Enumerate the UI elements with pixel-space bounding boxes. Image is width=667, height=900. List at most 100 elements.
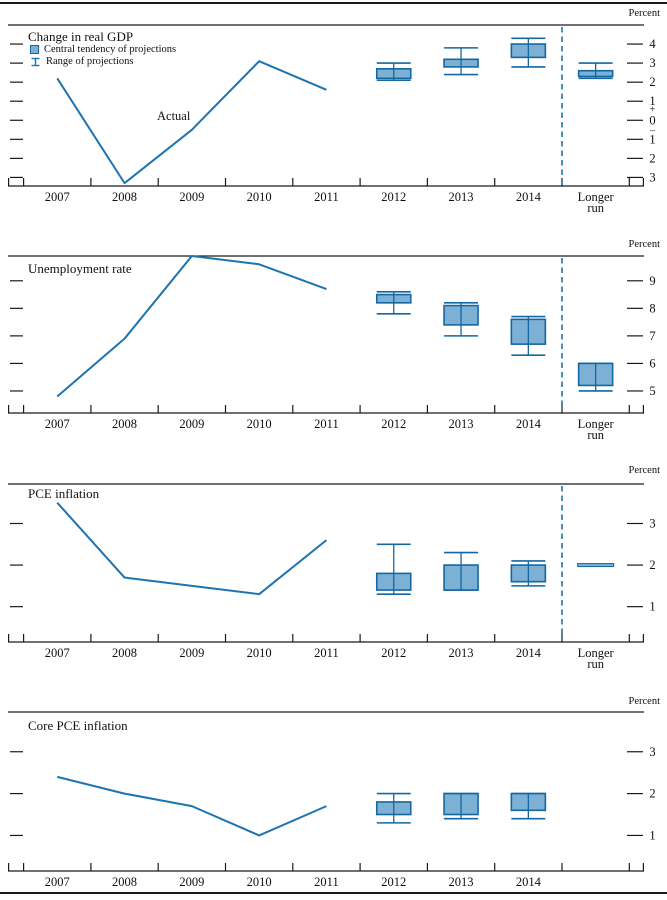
percent-label-unemployment: Percent	[628, 239, 661, 250]
x-year-label: 2012	[381, 190, 406, 204]
x-year-label: 2008	[112, 875, 137, 889]
y-tick-label: 3	[649, 517, 655, 531]
range-whisker-icon	[31, 57, 40, 66]
actual-line	[56, 255, 327, 398]
x-year-label: 2008	[112, 190, 137, 204]
x-year-label: 2012	[381, 875, 406, 889]
longer-run-label-line2: run	[587, 428, 604, 442]
panel-title-unemployment-rate: Unemployment rate	[28, 261, 132, 276]
y-tick-label: 5	[649, 384, 655, 398]
legend-range-label: Range of projections	[46, 56, 134, 67]
y-tick-label: 7	[649, 329, 655, 343]
minus-sign-mark: _	[649, 121, 656, 132]
y-tick-label: 6	[649, 356, 655, 370]
x-year-label: 2013	[449, 190, 474, 204]
x-year-label: 2014	[516, 875, 542, 889]
legend-item-central-tendency: Central tendency of projections	[30, 44, 176, 55]
panel-change-in-real-gdp: 4 3 2 1 0 1 2 3 + _ 2007 2008 2009 2010 2011 2012 2013 20…	[8, 24, 656, 215]
projection-2014	[510, 560, 547, 587]
projection-2014	[510, 792, 547, 820]
y-tick-label: 1	[649, 132, 655, 146]
y-tick-label: 8	[649, 301, 655, 315]
x-year-label: 2011	[314, 646, 339, 660]
x-year-label: 2010	[247, 646, 272, 660]
central-tendency-swatch-icon	[30, 45, 39, 54]
page-bottom-rule	[0, 892, 667, 894]
y-tick-label: 9	[649, 274, 655, 288]
projection-2014	[510, 315, 547, 356]
y-tick-label: 2	[649, 75, 655, 89]
x-year-label: 2007	[45, 875, 70, 889]
projection-2014	[510, 37, 547, 68]
x-year-label: 2010	[247, 875, 272, 889]
x-year-label: 2009	[179, 875, 204, 889]
page-top-rule	[0, 2, 667, 4]
x-year-label: 2007	[45, 417, 70, 431]
projection-2013	[443, 302, 479, 337]
x-year-label: 2014	[516, 417, 542, 431]
y-tick-label: 1	[649, 94, 655, 108]
actual-line-label: Actual	[157, 109, 191, 123]
x-year-label: 2013	[449, 417, 474, 431]
longer-run-label-line1: Longer	[578, 190, 615, 204]
y-tick-label: 0	[649, 113, 655, 127]
y-tick-label: 3	[649, 56, 655, 70]
longer-run-label-line2: run	[587, 201, 604, 215]
y-tick-label: 2	[649, 151, 655, 165]
legend-central-tendency-label: Central tendency of projections	[44, 44, 177, 55]
x-year-label: 2013	[449, 646, 474, 660]
x-year-label: 2011	[314, 417, 339, 431]
projection-2013	[443, 47, 479, 76]
legend-item-range: Range of projections	[30, 56, 176, 67]
actual-line	[57, 775, 327, 837]
y-tick-label: 3	[649, 170, 655, 184]
panel-title-core-pce-inflation: Core PCE inflation	[28, 718, 128, 733]
actual-line	[56, 60, 327, 185]
x-year-label: 2010	[247, 417, 272, 431]
x-year-label: 2008	[112, 417, 137, 431]
projection-longer-run	[577, 563, 615, 568]
x-year-label: 2014	[516, 190, 542, 204]
x-year-label: 2008	[112, 646, 137, 660]
x-year-label: 2012	[381, 646, 406, 660]
y-tick-label: 3	[649, 745, 655, 759]
x-year-label: 2007	[45, 646, 70, 660]
projection-2013	[443, 551, 479, 591]
x-year-label: 2007	[45, 190, 70, 204]
central-tendency-point-bar	[577, 563, 615, 568]
legend: Central tendency of projections Range of…	[30, 44, 176, 67]
projection-2012	[375, 62, 412, 82]
percent-label-core-pce: Percent	[628, 696, 661, 707]
x-year-label: 2013	[449, 875, 474, 889]
y-tick-label: 2	[649, 558, 655, 572]
x-year-label: 2011	[314, 190, 339, 204]
y-tick-label: 4	[649, 37, 656, 51]
projection-2013	[443, 792, 479, 820]
panel-pce-inflation: 3 2 1 2007 2008 2009 2010 2011 2012 2013 2014 Longe…	[8, 483, 656, 671]
panel-core-pce-inflation: 3 2 1 2007 2008 2009 2010 2011 2012 2013 2014	[8, 711, 656, 889]
longer-run-label-line2: run	[587, 657, 604, 671]
projection-longer-run	[577, 62, 614, 80]
panel-title-change-in-real-gdp: Change in real GDP	[28, 29, 134, 44]
actual-line	[56, 502, 328, 596]
x-year-label: 2009	[179, 646, 204, 660]
x-year-label: 2010	[247, 190, 272, 204]
percent-label-gdp: Percent	[628, 8, 661, 19]
x-year-label: 2012	[381, 417, 406, 431]
y-tick-label: 1	[649, 600, 655, 614]
x-year-label: 2011	[314, 875, 339, 889]
y-tick-label: 2	[649, 787, 655, 801]
panel-title-pce-inflation: PCE inflation	[28, 486, 100, 501]
longer-run-label-line1: Longer	[578, 417, 615, 431]
longer-run-label-line1: Longer	[578, 646, 615, 660]
x-year-label: 2009	[179, 417, 204, 431]
projection-2012	[375, 792, 412, 824]
y-tick-label: 1	[649, 828, 655, 842]
projection-2012	[375, 291, 412, 315]
x-year-label: 2014	[516, 646, 542, 660]
x-year-label: 2009	[179, 190, 204, 204]
panel-unemployment-rate: 9 8 7 6 5 2007 2008 2009 2010 2011 2012 2013 2014 Lon…	[8, 255, 656, 442]
projection-2012	[375, 543, 412, 595]
